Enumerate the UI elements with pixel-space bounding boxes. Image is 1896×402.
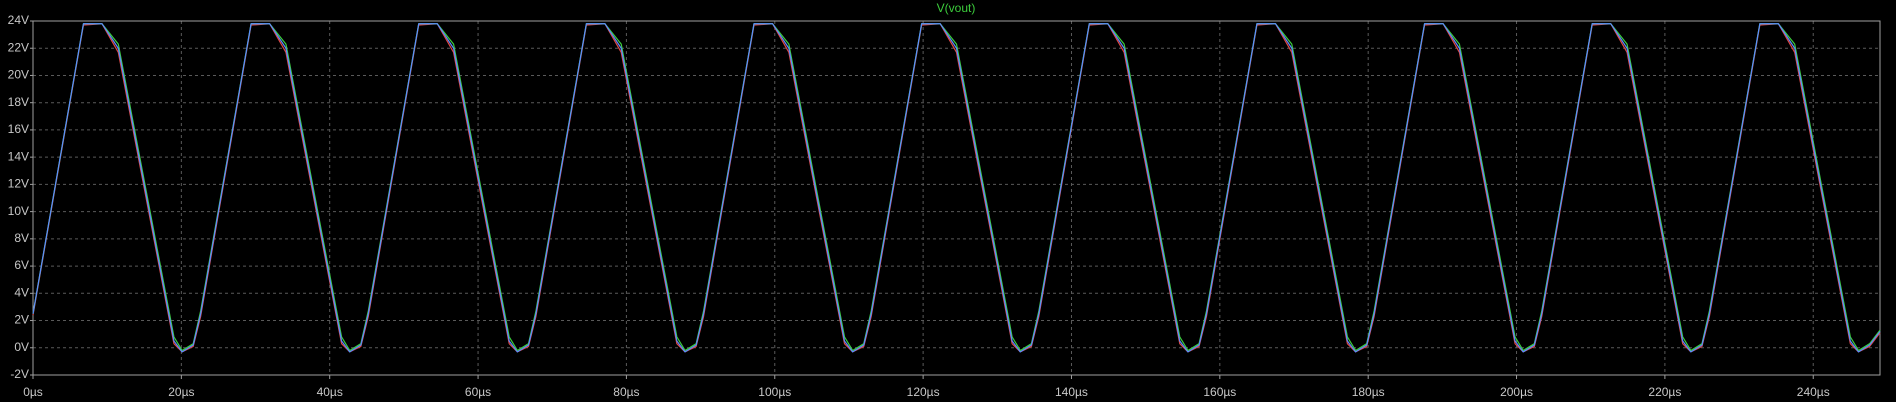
x-tick-label: 160µs [1203, 385, 1236, 399]
x-tick-label: 220µs [1648, 385, 1681, 399]
y-tick-label: 18V [8, 95, 29, 109]
x-tick-label: 40µs [317, 385, 343, 399]
trace [32, 23, 1881, 353]
trace [32, 23, 1881, 353]
y-tick-label: 20V [8, 68, 29, 82]
x-tick-label: 120µs [907, 385, 940, 399]
x-tick-label: 80µs [613, 385, 639, 399]
x-tick-label: 20µs [168, 385, 194, 399]
y-tick-label: 16V [8, 122, 29, 136]
y-tick-label: 12V [8, 177, 29, 191]
y-tick-label: 14V [8, 149, 29, 163]
y-tick-label: 22V [8, 40, 29, 54]
x-tick-label: 0µs [23, 385, 43, 399]
chart-title: V(vout) [937, 1, 976, 15]
y-tick-label: 0V [14, 340, 29, 354]
y-tick-label: -2V [10, 367, 29, 381]
x-tick-label: 240µs [1797, 385, 1830, 399]
y-tick-label: 2V [14, 313, 29, 327]
x-tick-label: 60µs [465, 385, 491, 399]
x-tick-label: 200µs [1500, 385, 1533, 399]
x-tick-label: 180µs [1352, 385, 1385, 399]
x-tick-label: 100µs [758, 385, 791, 399]
y-tick-label: 24V [8, 13, 29, 27]
x-tick-label: 140µs [1055, 385, 1088, 399]
y-tick-label: 8V [14, 231, 29, 245]
y-tick-label: 6V [14, 258, 29, 272]
y-tick-label: 4V [14, 285, 29, 299]
y-tick-label: 10V [8, 204, 29, 218]
plot-frame [32, 20, 1881, 376]
